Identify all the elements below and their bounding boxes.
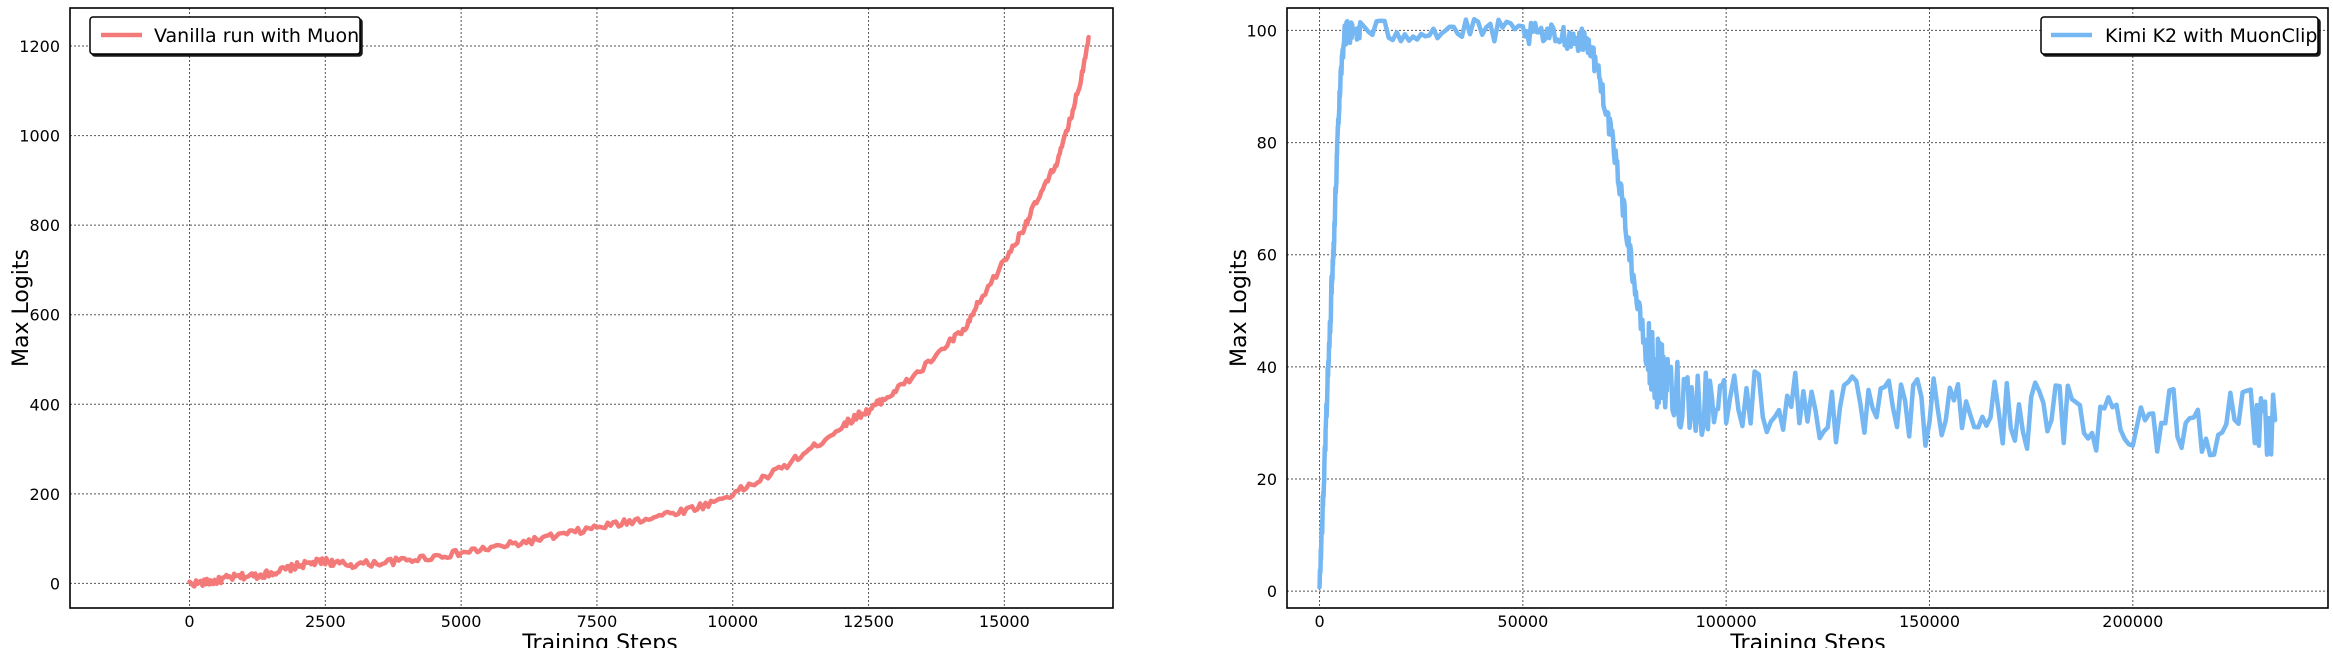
right-y-ticks: 0 20 40 60 80 100 <box>1246 21 1277 601</box>
right-legend-label: Kimi K2 with MuonClip <box>2105 25 2318 47</box>
right-y-tick-label: 80 <box>1257 134 1277 153</box>
right-series <box>1317 16 2278 590</box>
left-x-tick-label: 15000 <box>979 612 1030 631</box>
left-series-line <box>187 34 1091 589</box>
right-x-tick-label: 50000 <box>1497 612 1548 631</box>
right-chart-panel: 0 50000 100000 150000 200000 0 20 40 60 80 100 Tr… <box>1227 7 2329 648</box>
left-legend-label: Vanilla run with Muon <box>154 25 359 47</box>
left-x-tick-label: 5000 <box>441 612 482 631</box>
left-chart-panel: 0 2500 5000 7500 10000 12500 15000 0 200 400 600 8… <box>9 7 1114 648</box>
left-x-ticks: 0 2500 5000 7500 10000 12500 15000 <box>184 612 1029 631</box>
left-x-tick-label: 10000 <box>707 612 758 631</box>
left-x-tick-label: 7500 <box>577 612 618 631</box>
left-x-tick-label: 2500 <box>305 612 346 631</box>
right-y-tick-label: 100 <box>1246 21 1277 40</box>
right-x-tick-label: 200000 <box>2102 612 2163 631</box>
left-y-axis-label: Max Logits <box>9 249 34 367</box>
right-x-tick-label: 100000 <box>1696 612 1757 631</box>
right-plot-frame <box>1286 7 2329 609</box>
right-y-tick-label: 0 <box>1267 582 1277 601</box>
left-y-tick-label: 0 <box>50 574 60 593</box>
left-y-tick-label: 200 <box>29 485 60 504</box>
left-series <box>187 34 1091 589</box>
left-y-tick-label: 400 <box>29 395 60 414</box>
right-y-tick-label: 20 <box>1257 470 1277 489</box>
left-legend: Vanilla run with Muon <box>89 16 361 55</box>
right-x-axis-label: Training Steps <box>1729 631 1885 648</box>
left-y-tick-label: 1200 <box>19 37 60 56</box>
left-legend-box <box>89 16 361 55</box>
left-y-tick-label: 800 <box>29 216 60 235</box>
left-x-tick-label: 12500 <box>843 612 894 631</box>
right-y-axis-label: Max Logits <box>1227 249 1252 367</box>
right-legend-box <box>2040 16 2319 55</box>
right-x-ticks: 0 50000 100000 150000 200000 <box>1314 612 2163 631</box>
right-y-tick-label: 60 <box>1257 246 1277 265</box>
left-plot-frame <box>69 7 1114 609</box>
left-x-axis-label: Training Steps <box>521 631 677 648</box>
right-series-line <box>1317 16 2278 590</box>
left-y-tick-label: 600 <box>29 306 60 325</box>
right-y-tick-label: 40 <box>1257 358 1277 377</box>
right-x-tick-label: 150000 <box>1899 612 1960 631</box>
left-y-ticks: 0 200 400 600 800 1000 1200 <box>19 37 60 593</box>
right-legend: Kimi K2 with MuonClip <box>2040 16 2319 55</box>
right-gridlines <box>1287 8 2328 608</box>
right-x-tick-label: 0 <box>1314 612 1324 631</box>
left-y-tick-label: 1000 <box>19 127 60 146</box>
left-x-tick-label: 0 <box>184 612 194 631</box>
left-gridlines <box>70 8 1113 608</box>
